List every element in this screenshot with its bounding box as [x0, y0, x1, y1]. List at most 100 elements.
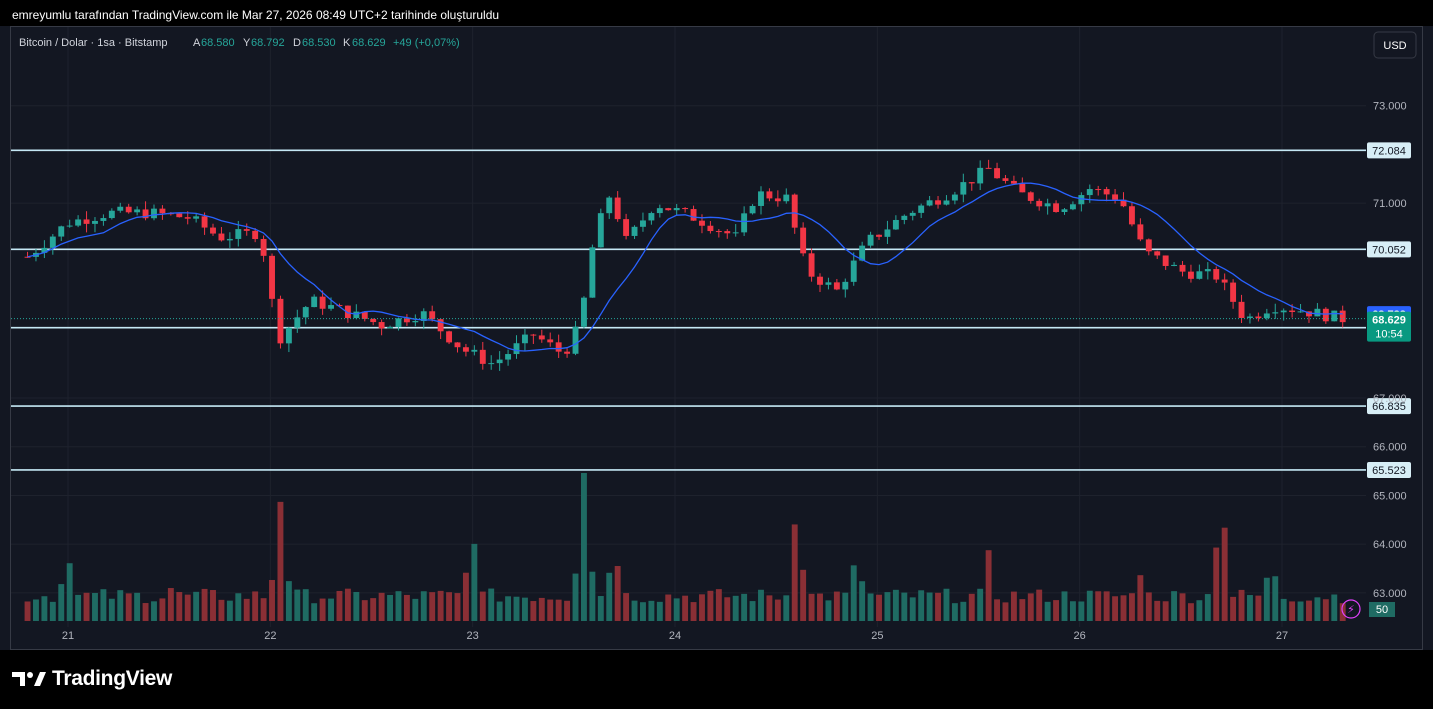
candle-body: [41, 247, 48, 253]
candle-body: [117, 206, 124, 211]
candle-body: [1263, 313, 1270, 319]
volume-bar: [682, 595, 689, 621]
volume-bar: [901, 592, 908, 621]
candle-body: [387, 327, 393, 329]
candle-body: [269, 255, 275, 299]
volume-bar: [1095, 591, 1102, 621]
volume-bar: [437, 590, 444, 621]
candle-body: [496, 359, 503, 364]
candle-body: [1187, 271, 1194, 279]
volume-bar: [774, 599, 781, 621]
candle-body: [817, 276, 823, 285]
volume-bar: [926, 592, 933, 621]
volume-bar: [117, 590, 124, 621]
horizontal-levels[interactable]: [11, 149, 1366, 471]
candle-body: [1128, 206, 1135, 225]
volume-bar: [134, 592, 141, 621]
candle-body: [1322, 308, 1329, 322]
volume-bar: [294, 589, 301, 621]
time-axis-tick: 26: [1074, 630, 1086, 642]
candle-body: [471, 349, 478, 352]
volume-bar: [1179, 593, 1186, 621]
footer-bar: [0, 650, 1433, 709]
level-price-label: 66.835: [1372, 401, 1406, 413]
candle-body: [985, 167, 992, 169]
volume-bar: [1061, 591, 1068, 621]
volume-bar: [943, 588, 950, 621]
price-axis-tick: 73.000: [1373, 101, 1407, 113]
volume-bar: [1053, 600, 1060, 621]
volume-bar: [1263, 577, 1270, 621]
volume-bar: [1306, 600, 1312, 621]
candle-body: [631, 226, 638, 236]
volume-bar: [1213, 547, 1220, 621]
candle-body: [640, 220, 646, 227]
candle-body: [892, 219, 899, 230]
volume-bar: [749, 601, 756, 621]
candle-body: [977, 167, 984, 184]
chart-panel[interactable]: 72.08470.05268.44466.83565.52363.00064.0…: [10, 26, 1423, 650]
legend-change: +49 (+0,07%): [393, 37, 460, 49]
volume-bar: [631, 600, 638, 621]
volume-bar: [1103, 591, 1110, 621]
volume-bar: [1331, 594, 1338, 621]
volume-bar: [1230, 596, 1237, 621]
volume-bar: [538, 597, 545, 621]
candle-body: [774, 198, 781, 202]
time-axis-tick: 22: [264, 630, 276, 642]
candle-body: [420, 311, 427, 322]
candle-body: [1078, 195, 1085, 205]
legend: Bitcoin / Dolar · 1sa · Bitstamp A 68.58…: [19, 37, 460, 49]
candle-body: [1230, 282, 1237, 302]
tradingview-logo[interactable]: TradingView: [12, 665, 172, 693]
candle-body: [1162, 255, 1169, 266]
candle-body: [943, 200, 950, 205]
countdown-label: 10:54: [1375, 329, 1403, 341]
price-axis[interactable]: 72.08470.05268.44466.83565.52363.00064.0…: [1367, 101, 1411, 600]
volume-bar: [808, 593, 815, 621]
candle-body: [311, 296, 318, 308]
volume-bar: [387, 594, 393, 621]
volume-bar: [951, 603, 958, 621]
level-price-badge: [1367, 142, 1411, 159]
candlesticks: [24, 159, 1346, 371]
legend-close-value: 68.629: [352, 37, 386, 49]
candle-body: [1171, 264, 1178, 266]
candle-body: [614, 197, 621, 220]
volume-bar: [800, 569, 807, 621]
volume-bar: [1238, 589, 1245, 621]
candle-body: [83, 219, 90, 224]
candle-body: [235, 229, 242, 239]
volume-bar: [1162, 601, 1169, 621]
price-chart-svg[interactable]: 72.08470.05268.44466.83565.52363.00064.0…: [11, 27, 1424, 651]
candle-body: [1145, 239, 1152, 252]
candle-body: [901, 215, 908, 220]
level-price-label: 72.084: [1372, 145, 1406, 157]
time-axis[interactable]: 21 22 23 24 25 26 27: [62, 630, 1288, 642]
volume-bar: [24, 601, 31, 621]
candle-body: [302, 307, 309, 318]
level-price-badge: [1367, 398, 1411, 415]
price-axis-tick: 65.000: [1373, 490, 1407, 502]
candle-body: [1053, 203, 1060, 213]
candle-body: [951, 194, 958, 201]
volume-bar: [412, 598, 419, 621]
currency-button[interactable]: USD: [1373, 31, 1417, 59]
candle-body: [690, 209, 697, 221]
candle-body: [968, 182, 975, 184]
volume-bar: [589, 571, 596, 621]
candle-body: [648, 213, 655, 221]
volume-bar: [960, 601, 967, 621]
candle-body: [1019, 183, 1026, 193]
candle-body: [336, 305, 343, 307]
volume-bar: [614, 566, 621, 621]
volume-bar: [496, 601, 503, 621]
volume-bar: [833, 591, 840, 621]
volume-bar: [580, 473, 587, 621]
candle-body: [589, 247, 596, 298]
volume-bar: [766, 595, 773, 621]
volume-bar: [935, 592, 941, 621]
legend-low-value: 68.530: [302, 37, 336, 49]
currency-button-label[interactable]: USD: [1383, 40, 1406, 52]
candle-body: [580, 297, 587, 327]
